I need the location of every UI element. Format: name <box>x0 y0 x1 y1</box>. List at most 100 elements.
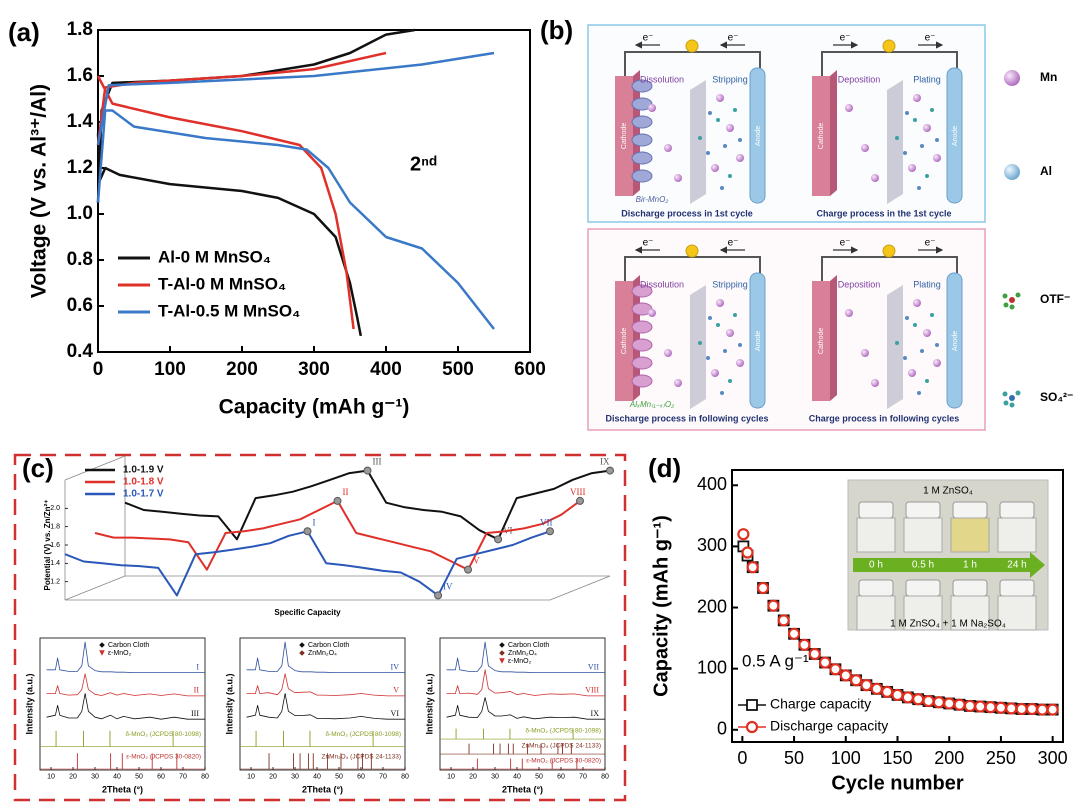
reference-label: δ-MnO₂ (JCPDS 80-1098) <box>326 731 402 738</box>
legend-icon <box>1002 391 1008 397</box>
cathode-coating <box>631 356 653 370</box>
vial-body <box>903 595 943 631</box>
data-point <box>818 656 832 669</box>
mn-ion <box>648 309 656 317</box>
anion <box>895 341 899 345</box>
mn-ion <box>933 154 941 162</box>
plot-frame <box>239 637 406 771</box>
x-tick-label: 20 <box>469 773 477 780</box>
anion <box>716 118 720 122</box>
data-line <box>96 51 387 330</box>
y-tick-label: 1.2 <box>50 579 60 586</box>
x-axis-label: 2Theta (°) <box>502 784 543 794</box>
data-point <box>922 694 935 708</box>
legend-marker <box>499 650 505 656</box>
anion <box>925 379 929 383</box>
anion <box>698 341 702 345</box>
data-point <box>953 698 966 711</box>
mn-ion <box>674 174 682 182</box>
x-tick-label: 60 <box>357 773 365 780</box>
anion <box>698 136 702 140</box>
x-tick-label: 100 <box>154 359 186 380</box>
mn-ion <box>726 329 734 337</box>
reference-label: ε-MnO₂ (JCPDS 30-0820) <box>126 753 201 760</box>
electrode-label: Cathode <box>818 123 825 150</box>
trace-label: VII <box>588 662 599 671</box>
cathode <box>812 76 830 196</box>
data-point <box>901 691 914 704</box>
anion <box>738 343 742 347</box>
vial-body <box>950 595 990 631</box>
time-arrow <box>853 552 1045 578</box>
anion <box>720 186 724 190</box>
point-label: III <box>373 457 382 467</box>
point-marker <box>606 466 614 475</box>
cathode-side <box>830 275 837 401</box>
x-tick-label: 300 <box>298 359 330 380</box>
anion <box>733 313 737 317</box>
axis-line <box>64 455 126 481</box>
panel-label: (c) <box>22 453 54 483</box>
data-line <box>446 669 605 697</box>
data-line <box>246 641 405 673</box>
data-point <box>1046 703 1059 716</box>
anion <box>895 136 899 140</box>
vial-cap <box>905 579 941 597</box>
y-axis-label: Capacity (mAh g⁻¹) <box>650 515 672 697</box>
point-label: IX <box>600 457 610 467</box>
legend-label: OTF⁻ <box>1040 292 1070 306</box>
x-tick-label: 40 <box>313 773 321 780</box>
x-tick-label: 10 <box>447 773 455 780</box>
x-axis-label: Specific Capacity <box>274 608 341 617</box>
x-tick-label: 70 <box>579 773 587 780</box>
process-caption: Charge process in following cycles <box>809 413 960 423</box>
x-tick-label: 40 <box>113 773 121 780</box>
cathode-side <box>830 70 837 196</box>
point-label: I <box>313 517 316 527</box>
panel-label: (d) <box>648 453 681 483</box>
x-tick-label: 20 <box>69 773 77 780</box>
mn-ion <box>923 329 931 337</box>
time-label: 1 h <box>963 560 977 571</box>
x-tick-label: 70 <box>179 773 187 780</box>
vial-cap <box>999 579 1035 597</box>
legend-icon <box>1003 302 1009 308</box>
y-tick-label: 1.0 <box>67 203 93 224</box>
mn-ion <box>716 94 724 102</box>
legend-marker <box>746 699 758 711</box>
point-marker <box>303 527 312 536</box>
data-point <box>746 561 759 574</box>
anion <box>925 174 929 178</box>
trace-label: IX <box>591 709 600 718</box>
cathode-coating <box>631 284 653 298</box>
legend-marker <box>499 642 505 648</box>
legend-label: Carbon Cloth <box>508 642 549 649</box>
vial-cap <box>905 501 941 519</box>
anion <box>720 391 724 395</box>
mn-ion <box>845 309 853 317</box>
reference-label: δ-MnO₂ (JCPDS 80-1098) <box>526 728 602 735</box>
data-point <box>808 647 821 661</box>
inset-label: 1 M ZnSO₄ + 1 M Na₂SO₄ <box>890 619 1006 630</box>
anion <box>920 349 924 353</box>
mn-ion <box>861 349 869 357</box>
anode <box>749 272 766 409</box>
cathode-coating <box>631 169 653 183</box>
data-point <box>1005 702 1018 715</box>
legend-icon <box>1009 297 1015 303</box>
separator <box>887 80 903 204</box>
y-tick-label: 200 <box>697 596 727 616</box>
electron-label: e⁻ <box>643 33 654 44</box>
data-line <box>446 641 605 673</box>
panel-c-border <box>13 453 627 802</box>
anion <box>930 313 934 317</box>
time-label: 0 h <box>869 560 883 571</box>
reference-label: ZnMn₂O₄ (JCPDS 24-1133) <box>522 743 601 750</box>
anode <box>946 272 963 409</box>
data-point <box>943 697 956 710</box>
legend-label: Mn <box>1040 70 1057 84</box>
data-point <box>912 693 925 706</box>
legend-icon <box>1004 70 1020 86</box>
mn-ion <box>871 379 879 387</box>
process-label: Deposition <box>838 74 881 84</box>
